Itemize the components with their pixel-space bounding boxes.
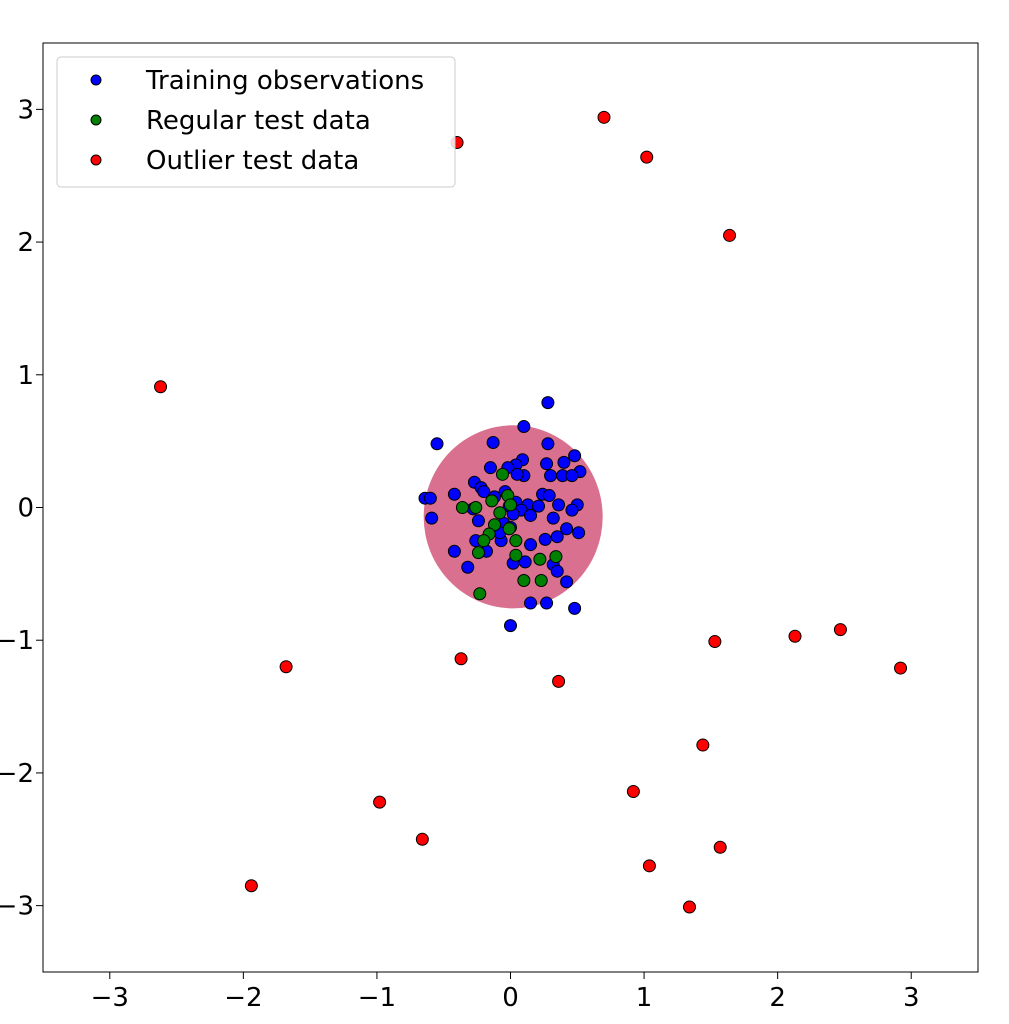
data-point <box>557 455 571 469</box>
data-point <box>524 538 538 552</box>
data-point <box>415 832 429 846</box>
x-tick-label: 0 <box>502 983 519 1013</box>
y-tick-label: 3 <box>17 95 34 125</box>
data-point <box>504 498 517 512</box>
data-point <box>560 575 574 589</box>
data-point <box>517 420 531 434</box>
data-point <box>495 467 509 481</box>
data-point <box>524 508 538 522</box>
legend-marker <box>90 114 102 126</box>
data-point <box>696 738 710 752</box>
data-point <box>533 552 547 566</box>
data-point <box>534 573 548 587</box>
data-point <box>565 503 579 517</box>
y-tick-label: −1 <box>0 626 34 656</box>
series-0 <box>418 396 587 633</box>
data-point <box>550 530 564 544</box>
data-point <box>471 514 485 528</box>
data-point <box>510 467 524 481</box>
legend-box <box>56 56 456 188</box>
data-point <box>477 534 491 548</box>
data-point <box>833 623 847 637</box>
data-point <box>423 491 437 505</box>
data-point <box>894 661 908 675</box>
data-point <box>597 110 611 124</box>
data-point <box>549 550 563 564</box>
data-point <box>279 660 293 674</box>
data-point <box>544 469 558 483</box>
data-point <box>550 564 564 578</box>
y-tick-label: 2 <box>17 228 34 258</box>
data-point <box>454 652 468 666</box>
data-point <box>154 380 168 394</box>
data-point <box>373 795 387 809</box>
data-point <box>471 546 485 560</box>
legend-label: Training observations <box>145 66 424 96</box>
series-1 <box>455 467 563 601</box>
data-point <box>455 501 469 514</box>
legend: Training observations Regular test data Ou… <box>56 56 456 188</box>
data-point <box>461 560 475 574</box>
data-point <box>565 469 579 483</box>
data-point <box>509 548 523 562</box>
data-point <box>509 534 523 548</box>
data-point <box>540 596 554 610</box>
data-point <box>568 601 582 615</box>
y-tick-label: −2 <box>0 759 34 789</box>
data-point <box>708 635 722 649</box>
data-point <box>540 457 554 471</box>
x-axis-ticks: −3 −2 −1 0 1 2 3 <box>91 972 920 1013</box>
data-point <box>425 511 439 525</box>
data-point <box>723 228 737 242</box>
data-point <box>541 437 555 451</box>
data-point <box>713 840 727 854</box>
data-point <box>541 396 555 410</box>
legend-marker <box>90 74 102 86</box>
x-tick-label: −1 <box>358 983 396 1013</box>
data-point <box>477 485 491 499</box>
data-point <box>485 494 499 508</box>
legend-label: Outlier test data <box>146 146 359 176</box>
data-point <box>486 435 500 449</box>
data-point <box>517 573 531 587</box>
data-point <box>568 449 582 463</box>
data-point <box>682 900 696 914</box>
data-point <box>572 526 586 540</box>
data-point <box>483 461 497 475</box>
data-point <box>502 522 516 536</box>
data-point <box>552 674 566 688</box>
y-axis-ticks: 3 2 1 0 −1 −2 −3 <box>0 95 43 922</box>
data-point <box>538 532 552 546</box>
data-point <box>788 629 802 643</box>
data-point <box>447 487 461 501</box>
data-point <box>552 498 566 512</box>
x-tick-label: 3 <box>903 983 920 1013</box>
data-point <box>640 150 654 164</box>
x-tick-label: 2 <box>769 983 786 1013</box>
legend-label: Regular test data <box>146 106 371 136</box>
legend-marker <box>90 154 102 166</box>
data-points-layer <box>154 110 908 914</box>
data-point <box>504 619 517 633</box>
data-point <box>560 522 574 536</box>
data-point <box>642 859 656 873</box>
data-point <box>493 506 507 520</box>
y-tick-label: −3 <box>0 892 34 922</box>
data-point <box>546 511 560 525</box>
data-point <box>532 499 546 513</box>
data-point <box>469 501 483 514</box>
data-point <box>447 544 461 558</box>
x-tick-label: −3 <box>91 983 129 1013</box>
data-point <box>430 437 444 451</box>
data-point <box>244 879 258 893</box>
x-tick-label: −2 <box>224 983 262 1013</box>
y-tick-label: 0 <box>17 494 34 524</box>
data-point <box>473 587 487 601</box>
x-tick-label: 1 <box>636 983 653 1013</box>
y-tick-label: 1 <box>17 361 34 391</box>
data-point <box>524 596 538 610</box>
data-point <box>626 785 640 799</box>
data-point <box>542 489 556 503</box>
